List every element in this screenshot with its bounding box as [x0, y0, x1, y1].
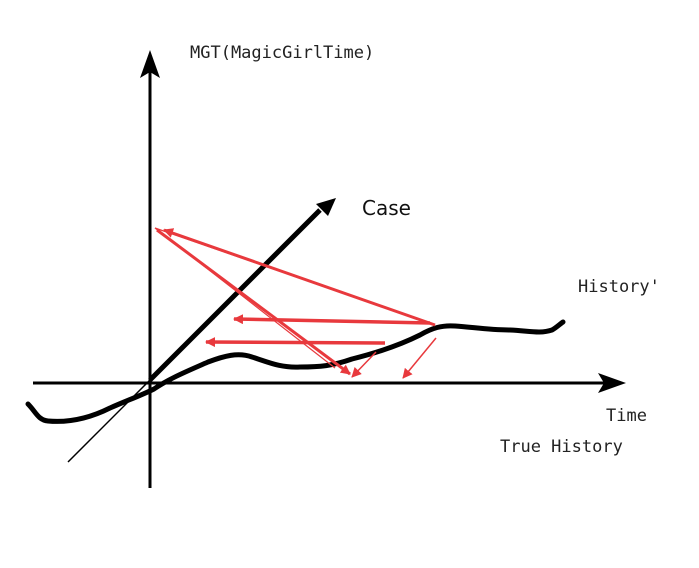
x-axis: [33, 373, 626, 393]
y-axis-arrowhead: [140, 50, 160, 78]
y-axis-label: MGT(MagicGirlTime): [190, 43, 374, 63]
case-axis-label: Case: [362, 196, 411, 220]
y-axis: [140, 50, 160, 488]
true-history-curve: [25, 319, 566, 424]
history-prime-label: History': [578, 277, 660, 297]
red-arrow-horizontal-upper: [233, 314, 431, 325]
red-arrow-to-axis: [163, 228, 436, 327]
red-arrow-short-2: [402, 337, 437, 379]
red-arrow-to-history: [156, 228, 351, 376]
case-axis-arrowhead: [316, 198, 336, 216]
true-history-label: True History: [500, 437, 623, 457]
time-travel-arrows: [154, 227, 437, 379]
red-arrow-horizontal-lower: [205, 337, 386, 348]
x-axis-label: Time: [606, 406, 647, 426]
red-arrow-short-1: [351, 351, 377, 378]
case-axis: [67, 198, 336, 463]
x-axis-arrowhead: [598, 373, 626, 393]
